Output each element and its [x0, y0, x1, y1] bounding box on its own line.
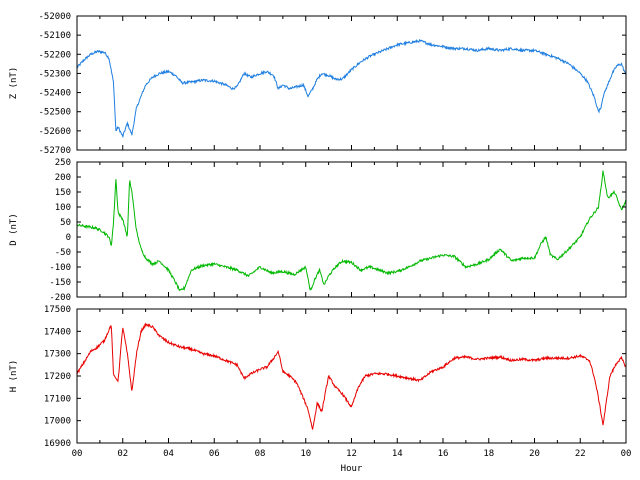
h-y-tick-label: 17000	[44, 417, 71, 427]
d-panel: 250 200 150 100 50 0 -50 -100 -150 -200 D (nT)	[9, 158, 627, 303]
x-axis-label: Hour	[341, 464, 363, 474]
z-y-tick-label: -52600	[38, 127, 71, 137]
d-y-axis-label: D (nT)	[9, 213, 19, 246]
d-y-tick-label: 0	[66, 233, 71, 243]
x-tick-label: 16	[438, 449, 449, 459]
x-tick-label: 00	[72, 449, 83, 459]
h-y-axis-label: H (nT)	[9, 360, 19, 393]
d-y-tick-label: 200	[55, 173, 71, 183]
z-plot-frame	[76, 15, 627, 151]
z-y-tick-label: -52700	[38, 146, 71, 156]
z-y-tick-label: -52300	[38, 69, 71, 79]
z-panel: -52000 -52100 -52200 -52300 -52400 -52500 -526…	[9, 12, 627, 156]
d-y-tick-label: -200	[49, 293, 71, 303]
x-tick-label: 06	[209, 449, 220, 459]
h-y-tick-label: 17400	[44, 327, 71, 337]
x-tick-label: 04	[163, 449, 174, 459]
d-y-tick-label: 150	[55, 188, 71, 198]
x-tick-label: 10	[300, 449, 311, 459]
h-series-line	[76, 322, 627, 430]
z-y-tick-label: -52400	[38, 89, 71, 99]
z-y-tick-label: -52100	[38, 31, 71, 41]
z-y-axis-label: Z (nT)	[9, 67, 19, 100]
x-tick-label: 22	[575, 449, 586, 459]
h-y-tick-label: 16900	[44, 439, 71, 449]
x-tick-label: 02	[117, 449, 128, 459]
x-tick-label: 08	[255, 449, 266, 459]
x-tick-label: 20	[529, 449, 540, 459]
d-series-line	[76, 170, 627, 292]
d-y-tick-label: -50	[55, 248, 71, 258]
z-series-line	[76, 38, 627, 139]
x-tick-label: 12	[346, 449, 357, 459]
d-y-tick-label: 250	[55, 158, 71, 168]
d-y-tick-label: -100	[49, 263, 71, 273]
z-y-tick-label: -52200	[38, 50, 71, 60]
d-y-tick-label: 100	[55, 203, 71, 213]
d-y-tick-label: -150	[49, 278, 71, 288]
h-y-tick-label: 17300	[44, 350, 71, 360]
d-plot-frame	[76, 161, 627, 298]
h-y-tick-label: 17500	[44, 305, 71, 315]
x-tick-label: 14	[392, 449, 403, 459]
d-y-tick-label: 50	[60, 218, 71, 228]
z-y-tick-label: -52000	[38, 12, 71, 22]
h-plot-frame	[76, 308, 627, 444]
x-tick-label: 00	[621, 449, 632, 459]
h-y-tick-label: 17200	[44, 372, 71, 382]
h-panel: 17500 17400 17300 17200 17100 17000 16900 H (nT…	[9, 305, 631, 474]
h-y-tick-label: 17100	[44, 394, 71, 404]
z-y-tick-label: -52500	[38, 108, 71, 118]
x-tick-label: 18	[483, 449, 494, 459]
